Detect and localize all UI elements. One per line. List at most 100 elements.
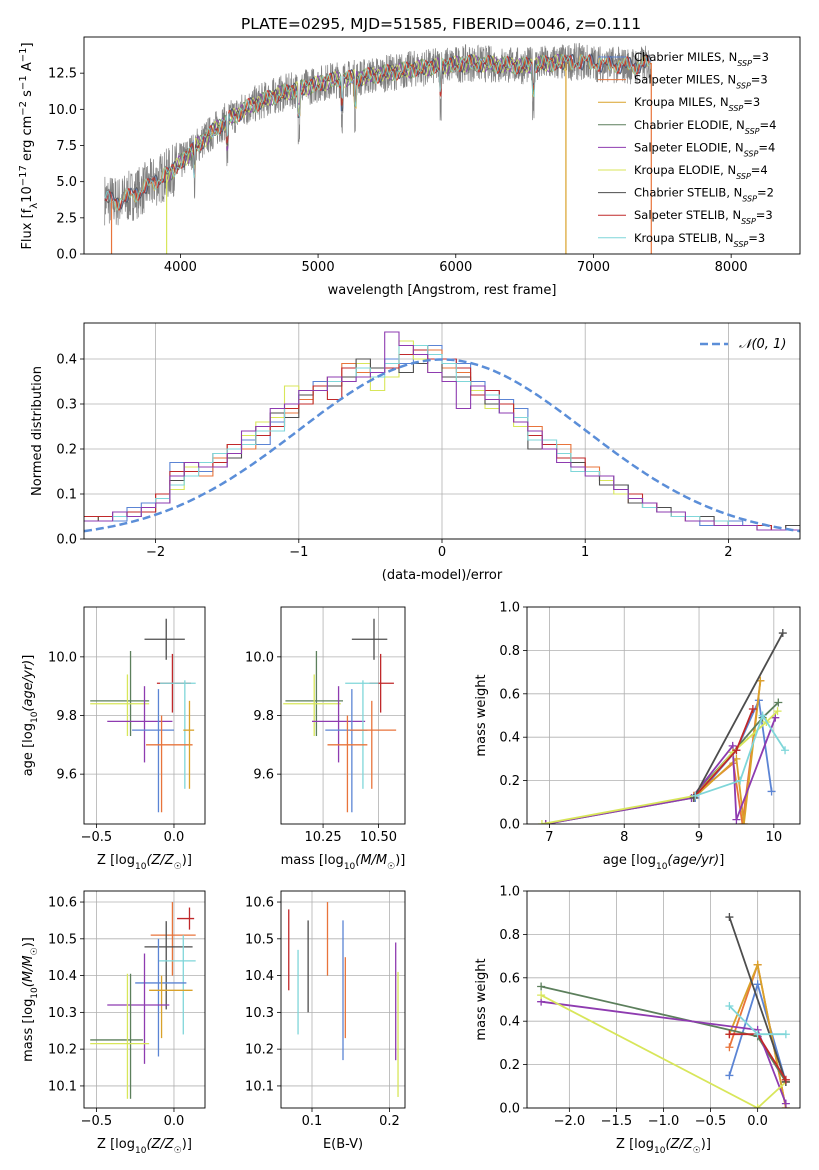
x-axis-label: wavelength [Angstrom, rest frame] <box>328 283 557 298</box>
y-tick-label: 10.1 <box>245 1079 274 1094</box>
panel-mass-weight-vs-metallicity: −2.0 −1.5 −1.0 −0.5 0.0 0.0 0.2 0.4 0.6 0.8 1.0 Z [… <box>474 885 801 1156</box>
plot-area <box>537 629 790 824</box>
x-tick-label: 5000 <box>302 260 335 275</box>
y-tick-label: 1.0 <box>499 885 520 900</box>
mass-weight-marker <box>758 711 767 720</box>
y-tick-label: 10.2 <box>245 1043 274 1058</box>
mass-weight-marker <box>773 707 782 716</box>
x-axis-label: mass [log10(M/M☉)] <box>281 853 406 872</box>
y-tick-label: 0.2 <box>499 1058 520 1073</box>
plot-area <box>90 902 196 1099</box>
x-tick-label: 1 <box>581 545 589 560</box>
y-tick-label: 10.2 <box>48 1043 77 1058</box>
y-tick-label: 10.0 <box>245 650 274 665</box>
y-tick-label: 10.6 <box>245 896 274 911</box>
mass-weight-marker <box>732 746 741 755</box>
x-tick-label: −1.5 <box>601 1114 633 1129</box>
legend-label: Chabrier STELIB, NSSP=2 <box>634 186 774 204</box>
y-tick-label: 10.1 <box>48 1079 77 1094</box>
x-tick-label: 7000 <box>577 260 610 275</box>
y-axis-label: mass weight <box>474 674 489 756</box>
mass-weight-marker <box>732 815 741 824</box>
x-axis-label: Z [log10(Z/Z☉)] <box>97 853 192 872</box>
panel-mass-vs-metallicity: −0.5 0.0 10.1 10.2 10.3 10.4 10.5 10.6 Z [log10(… <box>21 890 206 1156</box>
legend-label: Kroupa STELIB, NSSP=3 <box>634 231 765 249</box>
y-tick-label: 0.1 <box>56 488 77 503</box>
legend-label: Kroupa MILES, NSSP=3 <box>634 95 760 113</box>
y-tick-label: 9.8 <box>56 709 77 724</box>
axes-frame <box>83 890 206 1109</box>
panel-residual-histogram: −2 −1 0 1 2 0.0 0.1 0.2 0.3 0.4 (data-model)/error… <box>30 322 801 583</box>
x-tick-label: 0.0 <box>747 1114 768 1129</box>
y-tick-label: 0.0 <box>56 248 77 263</box>
mass-weight-line <box>693 680 762 824</box>
y-tick-label: 0.4 <box>499 731 520 746</box>
plot-area <box>288 902 399 1097</box>
plot-area <box>90 618 196 813</box>
plot-area <box>537 913 790 1108</box>
legend-label: Kroupa ELODIE, NSSP=4 <box>634 163 768 181</box>
y-tick-label: 10.3 <box>48 1006 77 1021</box>
mass-weight-line <box>545 701 779 824</box>
x-tick-label: 2 <box>724 545 732 560</box>
x-tick-label: 6000 <box>439 260 472 275</box>
y-tick-label: 9.8 <box>253 709 274 724</box>
panel-age-vs-mass: 10.25 10.50 9.6 9.8 10.0 mass [log10(M/M☉)] <box>245 606 406 872</box>
y-tick-label: 9.6 <box>253 768 274 783</box>
mass-weight-marker <box>537 982 546 991</box>
y-tick-label: 10.5 <box>48 932 77 947</box>
x-tick-label: 0.0 <box>164 1114 185 1129</box>
panel-mass-weight-vs-age: 7 8 9 10 0.0 0.2 0.4 0.6 0.8 1.0 age [log10(age/yr… <box>474 601 801 872</box>
mass-weight-line <box>695 713 786 797</box>
mass-weight-marker <box>753 1030 762 1039</box>
x-tick-label: 10 <box>766 830 783 845</box>
y-tick-label: 0.4 <box>56 353 77 368</box>
mass-weight-marker <box>753 1104 762 1108</box>
x-tick-label: −1.0 <box>648 1114 680 1129</box>
y-tick-label: 0.2 <box>499 774 520 789</box>
x-tick-label: 8000 <box>715 260 748 275</box>
mass-weight-marker <box>725 1030 734 1039</box>
y-tick-label: 0.0 <box>56 533 77 548</box>
plot-area <box>104 42 652 254</box>
panel-spectrum: 4000 5000 6000 7000 8000 0.0 2.5 5.0 7.5 10.0 12.5… <box>18 36 801 298</box>
legend-label: Chabrier MILES, NSSP=3 <box>634 50 769 68</box>
x-tick-label: 0 <box>438 545 446 560</box>
mass-weight-line <box>540 994 787 1108</box>
y-axis-label: Normed distribution <box>30 366 45 496</box>
x-tick-label: 8 <box>620 830 628 845</box>
mass-weight-marker <box>778 629 787 638</box>
x-tick-label: −1 <box>289 545 308 560</box>
y-tick-label: 10.0 <box>48 650 77 665</box>
legend-label: Salpeter ELODIE, NSSP=4 <box>634 140 775 158</box>
y-tick-label: 0.6 <box>499 971 520 986</box>
y-tick-label: 9.6 <box>56 768 77 783</box>
y-tick-label: 7.5 <box>56 139 77 154</box>
gaussian-curve <box>84 358 800 533</box>
x-tick-label: −0.5 <box>695 1114 727 1129</box>
axes-frame <box>280 890 406 1109</box>
y-tick-label: 10.0 <box>48 103 77 118</box>
mass-weight-marker <box>725 1071 734 1080</box>
y-axis-label: age [log10(age/yr)] <box>21 655 40 777</box>
mass-weight-marker <box>753 960 762 969</box>
panel-mass-vs-extinction: 0.1 0.2 10.1 10.2 10.3 10.4 10.5 10.6 E(B-V) <box>245 890 406 1152</box>
x-tick-label: 0.1 <box>302 1114 323 1129</box>
x-tick-label: −0.5 <box>81 1114 113 1129</box>
mass-weight-marker <box>739 820 748 824</box>
legend-label: 𝒩(0, 1) <box>739 337 786 352</box>
panel-age-vs-metallicity: −0.5 0.0 9.6 9.8 10.0 Z [log10(Z/Z☉)] age [log… <box>21 606 206 872</box>
y-tick-label: 0.3 <box>56 398 77 413</box>
plot-area <box>283 618 397 813</box>
x-tick-label: 0.0 <box>164 830 185 845</box>
y-tick-label: 0.4 <box>499 1015 520 1030</box>
y-tick-label: 10.4 <box>245 969 274 984</box>
mass-weight-marker <box>537 991 546 1000</box>
y-tick-label: 10.3 <box>245 1006 274 1021</box>
legend-label: Chabrier ELODIE, NSSP=4 <box>634 118 776 136</box>
y-tick-label: 0.0 <box>499 818 520 833</box>
mass-weight-marker <box>781 1075 790 1084</box>
plot-area <box>84 331 800 533</box>
mass-weight-marker <box>774 698 783 707</box>
